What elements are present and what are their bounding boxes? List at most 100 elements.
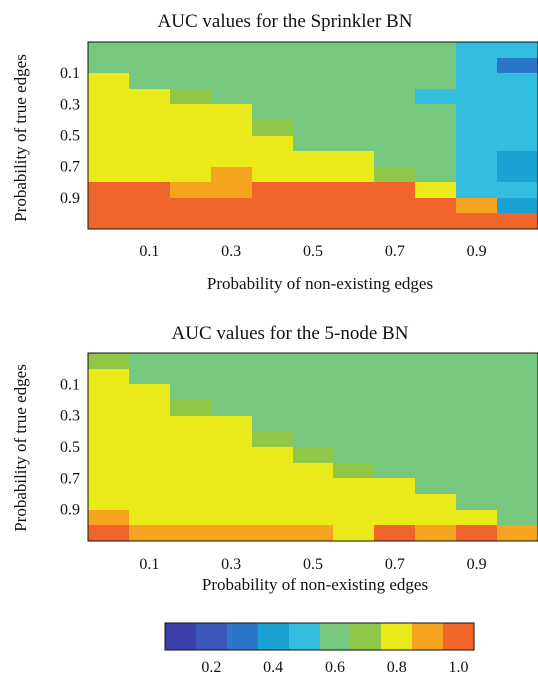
heatmap-cell — [129, 73, 170, 89]
heatmap-cell — [497, 213, 538, 229]
heatmap-cell — [374, 416, 415, 431]
heatmap-cell — [456, 42, 497, 58]
heatmap-cell — [374, 89, 415, 104]
heatmap-chart-5-node: AUC values for the 5-node BN 0.10.30.50.… — [11, 323, 538, 594]
heatmap-cell — [252, 151, 293, 167]
colorbar-tick-label: 0.6 — [325, 659, 345, 676]
heatmap-cell — [129, 182, 170, 198]
heatmap-chart-sprinkler: AUC values for the Sprinkler BN 0.10.30.… — [11, 11, 538, 293]
heatmap-cell — [415, 463, 456, 478]
heatmap-cell — [293, 463, 333, 478]
heatmap-cell — [374, 478, 415, 494]
heatmap-cell — [415, 213, 456, 229]
heatmap-cell — [129, 384, 170, 400]
heatmap-cell — [88, 73, 129, 89]
heatmap-cell — [333, 198, 374, 213]
heatmap-cell — [252, 182, 293, 198]
heatmap-cell — [374, 431, 415, 447]
heatmap-cell — [211, 369, 252, 384]
heatmap-cell — [333, 510, 374, 525]
heatmap-cell — [374, 525, 415, 541]
y-tick-label: 0.3 — [60, 96, 80, 113]
heatmap-cell — [333, 353, 374, 369]
heatmap-cell — [497, 151, 538, 167]
heatmap-cell — [497, 353, 538, 369]
heatmap-cell — [374, 213, 415, 229]
heatmap-cell — [211, 510, 252, 525]
heatmap-cell — [333, 400, 374, 416]
heatmap-cell — [129, 353, 170, 369]
plot-frame — [87, 352, 538, 542]
heatmap-cell — [374, 510, 415, 525]
heatmap-cell — [170, 73, 211, 89]
heatmap-cell — [293, 120, 333, 136]
heatmap-cell — [456, 416, 497, 431]
chart-title: AUC values for the Sprinkler BN — [158, 11, 413, 32]
heatmap-cell — [88, 120, 129, 136]
heatmap-cell — [333, 431, 374, 447]
heatmap-cell — [88, 510, 129, 525]
heatmap-cell — [252, 104, 293, 120]
heatmap-cell — [374, 182, 415, 198]
heatmap-cell — [415, 182, 456, 198]
heatmap-cell — [293, 182, 333, 198]
heatmap-cell — [129, 42, 170, 58]
heatmap-cell — [252, 416, 293, 431]
heatmap-cell — [415, 58, 456, 73]
heatmap-cell — [293, 431, 333, 447]
heatmap-cell — [497, 58, 538, 73]
heatmap-cell — [293, 369, 333, 384]
heatmap-cell — [129, 431, 170, 447]
heatmap-cell — [415, 384, 456, 400]
heatmap-cell — [88, 89, 129, 104]
heatmap-cell — [88, 431, 129, 447]
colorbar-tick-label: 0.8 — [387, 659, 407, 676]
heatmap-cell — [456, 213, 497, 229]
heatmap-cell — [333, 463, 374, 478]
heatmap-cell — [88, 494, 129, 510]
colorbar-swatches — [165, 623, 474, 650]
heatmap-cell — [211, 353, 252, 369]
heatmap-cell — [170, 58, 211, 73]
heatmap-cell — [129, 369, 170, 384]
heatmap-cell — [88, 151, 129, 167]
y-axis-label: Probability of true edges — [11, 54, 30, 222]
heatmap-cell — [170, 182, 211, 198]
heatmap-cell — [252, 198, 293, 213]
heatmap-cell — [333, 213, 374, 229]
heatmap-cell — [456, 478, 497, 494]
heatmap-cell — [129, 213, 170, 229]
heatmap-cell — [456, 463, 497, 478]
heatmap-cell — [333, 120, 374, 136]
heatmap-cell — [497, 198, 538, 213]
heatmap-cell — [415, 525, 456, 541]
heatmap-cell — [374, 58, 415, 73]
heatmap-cell — [415, 478, 456, 494]
heatmap-cell — [170, 447, 211, 463]
heatmap-cell — [456, 151, 497, 167]
heatmap-cell — [211, 384, 252, 400]
heatmap-cell — [456, 510, 497, 525]
heatmap-cell — [88, 353, 129, 369]
heatmap-cell — [170, 89, 211, 104]
heatmap-cell — [170, 431, 211, 447]
heatmap-cell — [129, 400, 170, 416]
heatmap-cell — [456, 120, 497, 136]
heatmap-cell — [497, 510, 538, 525]
heatmap-cell — [211, 447, 252, 463]
heatmap-cell — [293, 510, 333, 525]
heatmap-cell — [293, 104, 333, 120]
heatmap-cell — [88, 463, 129, 478]
heatmap-cell — [88, 416, 129, 431]
heatmap-cell — [456, 198, 497, 213]
heatmap-cell — [293, 353, 333, 369]
colorbar-swatch — [165, 623, 196, 650]
heatmap-cell — [88, 136, 129, 151]
heatmap-cell — [497, 73, 538, 89]
colorbar: 0.2 0.4 0.6 0.8 1.0 — [164, 622, 475, 676]
heatmap-cell — [88, 400, 129, 416]
heatmap-cell — [333, 384, 374, 400]
heatmap-cell — [129, 510, 170, 525]
heatmap-cell — [456, 431, 497, 447]
heatmap-cell — [333, 525, 374, 541]
